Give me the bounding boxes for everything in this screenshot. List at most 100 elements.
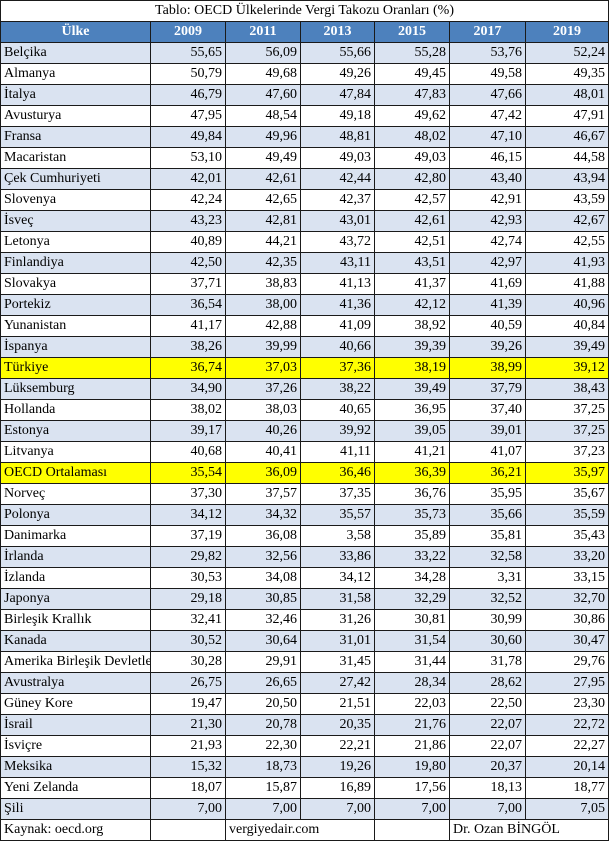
value-cell: 30,52	[150, 630, 226, 652]
value-cell: 42,67	[524, 210, 609, 232]
value-cell: 20,78	[225, 714, 301, 736]
footer-empty-cell	[374, 819, 450, 841]
value-cell: 7,00	[150, 798, 226, 820]
value-cell: 3,58	[300, 525, 375, 547]
value-cell: 39,05	[374, 420, 450, 442]
value-cell: 41,88	[524, 273, 609, 295]
value-cell: 43,51	[374, 252, 450, 274]
table-row: İspanya 38,26 39,99 40,66 39,39 39,26 39,49	[0, 336, 609, 358]
country-cell: Slovenya	[0, 189, 151, 211]
value-cell: 41,09	[300, 315, 375, 337]
value-cell: 41,36	[300, 294, 375, 316]
value-cell: 49,26	[300, 63, 375, 85]
value-cell: 35,89	[374, 525, 450, 547]
table-row: İsveç 43,23 42,81 43,01 42,61 42,93 42,67	[0, 210, 609, 232]
value-cell: 28,62	[449, 672, 526, 694]
table-row: Litvanya 40,68 40,41 41,11 41,21 41,07 37,23	[0, 441, 609, 463]
title-row: Tablo: OECD Ülkelerinde Vergi Takozu Ora…	[0, 0, 609, 22]
value-cell: 56,09	[225, 42, 301, 64]
country-cell: Çek Cumhuriyeti	[0, 168, 151, 190]
value-cell: 21,86	[374, 735, 450, 757]
value-cell: 42,12	[374, 294, 450, 316]
value-cell: 28,34	[374, 672, 450, 694]
value-cell: 17,56	[374, 777, 450, 799]
value-cell: 32,58	[449, 546, 526, 568]
value-cell: 32,52	[449, 588, 526, 610]
value-cell: 34,12	[300, 567, 375, 589]
value-cell: 40,96	[524, 294, 609, 316]
value-cell: 37,25	[524, 420, 609, 442]
value-cell: 42,51	[374, 231, 450, 253]
value-cell: 30,64	[225, 630, 301, 652]
value-cell: 36,76	[374, 483, 450, 505]
value-cell: 42,65	[225, 189, 301, 211]
value-cell: 36,54	[150, 294, 226, 316]
value-cell: 46,67	[524, 126, 609, 148]
value-cell: 44,21	[225, 231, 301, 253]
value-cell: 3,31	[449, 567, 526, 589]
value-cell: 40,41	[225, 441, 301, 463]
country-cell: İsviçre	[0, 735, 151, 757]
value-cell: 37,79	[449, 378, 526, 400]
country-cell: Amerika Birleşik Devletleri	[0, 651, 151, 673]
value-cell: 36,21	[449, 462, 526, 484]
table-row: Kanada 30,52 30,64 31,01 31,54 30,60 30,47	[0, 630, 609, 652]
footer-site: vergiyedair.com	[225, 819, 375, 841]
value-cell: 21,93	[150, 735, 226, 757]
value-cell: 36,95	[374, 399, 450, 421]
table-row: Finlandiya 42,50 42,35 43,11 43,51 42,97 41,93	[0, 252, 609, 274]
value-cell: 32,29	[374, 588, 450, 610]
value-cell: 37,57	[225, 483, 301, 505]
value-cell: 31,26	[300, 609, 375, 631]
country-cell: Avusturya	[0, 105, 151, 127]
table-row: Çek Cumhuriyeti 42,01 42,61 42,44 42,80 43,40…	[0, 168, 609, 190]
value-cell: 41,93	[524, 252, 609, 274]
table-title: Tablo: OECD Ülkelerinde Vergi Takozu Ora…	[0, 0, 609, 22]
value-cell: 37,35	[300, 483, 375, 505]
value-cell: 18,77	[524, 777, 609, 799]
table-row: İzlanda 30,53 34,08 34,12 34,28 3,31 33,15	[0, 567, 609, 589]
table-row: Güney Kore 19,47 20,50 21,51 22,03 22,50 23,30	[0, 693, 609, 715]
country-cell: OECD Ortalaması	[0, 462, 151, 484]
value-cell: 35,81	[449, 525, 526, 547]
footer-empty-cell	[150, 819, 226, 841]
value-cell: 42,55	[524, 231, 609, 253]
value-cell: 42,91	[449, 189, 526, 211]
value-cell: 32,46	[225, 609, 301, 631]
country-cell: Danimarka	[0, 525, 151, 547]
country-cell: Portekiz	[0, 294, 151, 316]
table-row: Birleşik Krallık 32,41 32,46 31,26 30,81 30,9…	[0, 609, 609, 631]
value-cell: 30,86	[524, 609, 609, 631]
table-row: Estonya 39,17 40,26 39,92 39,05 39,01 37,25	[0, 420, 609, 442]
value-cell: 15,32	[150, 756, 226, 778]
value-cell: 7,00	[449, 798, 526, 820]
value-cell: 37,36	[300, 357, 375, 379]
table-row: Avustralya 26,75 26,65 27,42 28,34 28,62 27,95	[0, 672, 609, 694]
value-cell: 43,94	[524, 168, 609, 190]
value-cell: 41,69	[449, 273, 526, 295]
value-cell: 37,23	[524, 441, 609, 463]
table-row: İrlanda 29,82 32,56 33,86 33,22 32,58 33,20	[0, 546, 609, 568]
value-cell: 48,02	[374, 126, 450, 148]
value-cell: 7,05	[524, 798, 609, 820]
value-cell: 27,42	[300, 672, 375, 694]
value-cell: 29,82	[150, 546, 226, 568]
value-cell: 40,59	[449, 315, 526, 337]
value-cell: 22,30	[225, 735, 301, 757]
value-cell: 37,19	[150, 525, 226, 547]
value-cell: 42,81	[225, 210, 301, 232]
value-cell: 46,15	[449, 147, 526, 169]
value-cell: 47,60	[225, 84, 301, 106]
value-cell: 36,09	[225, 462, 301, 484]
value-cell: 40,89	[150, 231, 226, 253]
value-cell: 47,84	[300, 84, 375, 106]
value-cell: 49,45	[374, 63, 450, 85]
value-cell: 42,57	[374, 189, 450, 211]
table-row: Lüksemburg 34,90 37,26 38,22 39,49 37,79 38,43	[0, 378, 609, 400]
table-row: Şili 7,00 7,00 7,00 7,00 7,00 7,05	[0, 798, 609, 820]
value-cell: 7,00	[300, 798, 375, 820]
value-cell: 49,03	[300, 147, 375, 169]
value-cell: 40,68	[150, 441, 226, 463]
value-cell: 32,70	[524, 588, 609, 610]
